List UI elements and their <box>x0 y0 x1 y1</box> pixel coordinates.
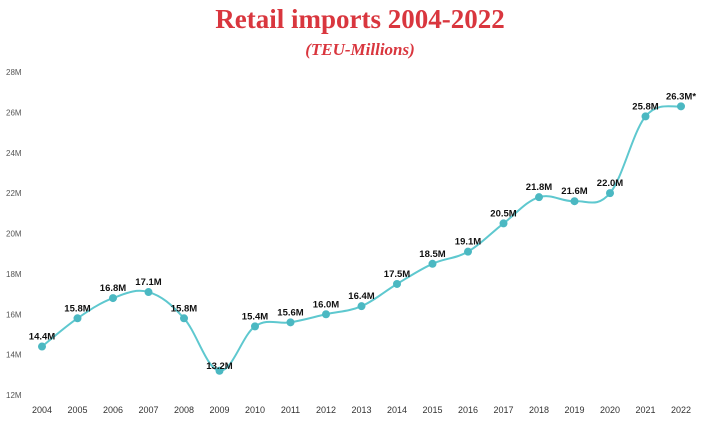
data-label: 16.4M <box>348 291 374 302</box>
data-point <box>357 302 366 311</box>
data-label: 18.5M <box>419 249 445 260</box>
data-label: 15.8M <box>171 303 197 314</box>
data-label: 21.8M <box>526 182 552 193</box>
x-tick-label: 2021 <box>635 405 655 415</box>
x-tick-label: 2016 <box>458 405 478 415</box>
data-label: 16.8M <box>100 283 126 294</box>
data-point <box>535 193 543 202</box>
data-point <box>251 322 259 331</box>
x-tick-label: 2018 <box>529 405 549 415</box>
data-point <box>286 318 295 327</box>
data-label: 20.5M <box>490 208 516 219</box>
data-point <box>393 279 401 288</box>
x-tick-label: 2015 <box>422 405 442 415</box>
x-tick-label: 2010 <box>245 405 265 415</box>
data-label: 26.3M* <box>666 91 696 102</box>
x-tick-label: 2012 <box>316 405 336 415</box>
data-point <box>73 314 82 323</box>
data-label: 14.4M <box>29 332 55 343</box>
data-point <box>180 314 188 323</box>
data-point <box>499 219 508 228</box>
x-tick-label: 2013 <box>351 405 371 415</box>
x-tick-label: 2014 <box>387 405 407 415</box>
data-label: 13.2M <box>206 361 232 372</box>
data-label: 25.8M <box>632 101 658 112</box>
series-line <box>41 105 682 372</box>
data-point <box>606 189 614 198</box>
y-tick-label: 18M <box>6 270 22 279</box>
x-tick-label: 2020 <box>600 405 620 415</box>
y-tick-label: 26M <box>6 108 22 117</box>
y-tick-label: 22M <box>6 189 22 198</box>
x-tick-label: 2005 <box>67 405 87 415</box>
chart-title: Retail imports 2004-2022 <box>215 4 505 34</box>
data-point <box>428 259 437 268</box>
data-label: 19.1M <box>455 237 481 248</box>
x-tick-label: 2007 <box>138 405 158 415</box>
data-label: 21.6M <box>561 186 587 197</box>
x-tick-label: 2009 <box>209 405 229 415</box>
x-tick-label: 2022 <box>671 405 691 415</box>
data-label: 17.1M <box>135 277 161 288</box>
y-tick-label: 24M <box>6 149 22 158</box>
chart-subtitle: (TEU-Millions) <box>305 40 415 59</box>
data-label: 22.0M <box>597 178 623 189</box>
data-point <box>215 366 224 375</box>
x-tick-label: 2017 <box>493 405 513 415</box>
x-tick-label: 2019 <box>564 405 584 415</box>
data-point <box>641 112 650 121</box>
y-tick-label: 14M <box>6 351 22 360</box>
data-label: 15.6M <box>277 307 303 318</box>
y-tick-label: 12M <box>6 391 22 400</box>
data-point <box>570 197 579 206</box>
data-point <box>144 288 153 297</box>
data-point <box>109 294 117 303</box>
data-point <box>322 310 330 319</box>
data-label: 15.4M <box>242 311 268 322</box>
data-point <box>38 342 46 351</box>
y-tick-label: 16M <box>6 310 22 319</box>
data-label: 17.5M <box>384 269 410 280</box>
data-point <box>677 102 685 111</box>
y-tick-label: 20M <box>6 230 22 239</box>
x-tick-label: 2006 <box>103 405 123 415</box>
y-tick-label: 28M <box>6 68 22 77</box>
data-point <box>464 247 472 256</box>
x-tick-label: 2004 <box>32 405 52 415</box>
x-tick-label: 2011 <box>281 405 300 415</box>
data-label: 16.0M <box>313 299 339 310</box>
data-label: 15.8M <box>64 303 90 314</box>
x-tick-label: 2008 <box>174 405 194 415</box>
